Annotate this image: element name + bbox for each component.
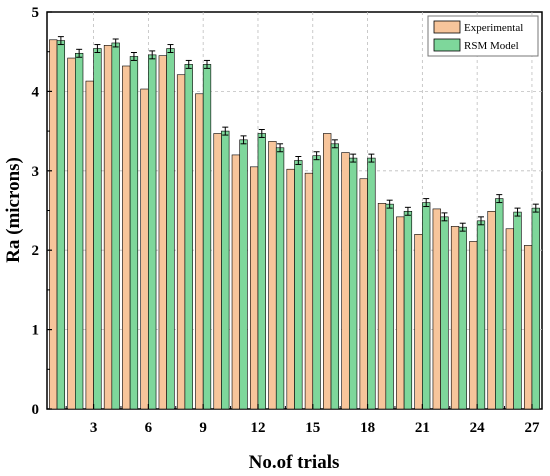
x-tick-label: 15 (305, 420, 320, 436)
bar-rsm-model (367, 157, 376, 410)
bar-rsm-model (221, 130, 230, 410)
bar-experimental (487, 210, 496, 410)
bar-rsm-model (275, 147, 285, 410)
bar-experimental (505, 228, 514, 410)
bar-experimental (523, 245, 533, 410)
y-tick-label: 2 (32, 243, 40, 259)
bar-experimental (158, 55, 167, 410)
bar-rsm-model (348, 157, 358, 410)
bar-rsm-model (93, 48, 102, 410)
bar-rsm-model (111, 42, 120, 410)
bar-experimental (377, 203, 387, 410)
bar-experimental (213, 133, 222, 410)
x-tick-label: 12 (250, 420, 265, 436)
bar-rsm-model (56, 40, 66, 410)
bar-rsm-model (385, 203, 394, 410)
bar-experimental (85, 80, 94, 410)
bar-rsm-model (239, 139, 248, 410)
legend-swatch-rsm-model (433, 38, 461, 52)
x-tick-label: 27 (524, 420, 540, 436)
bar-rsm-model (330, 143, 340, 410)
bar-rsm-model (75, 52, 84, 410)
y-tick-label: 5 (32, 5, 40, 21)
bar-rsm-model (166, 48, 175, 410)
bar-experimental (414, 234, 423, 410)
y-tick-label: 1 (32, 323, 40, 339)
y-tick-label: 4 (32, 84, 40, 100)
y-tick-label: 0 (32, 402, 40, 418)
bar-rsm-model (148, 54, 157, 410)
x-tick-label: 18 (360, 420, 375, 436)
legend: Experimental RSM Model (427, 15, 539, 57)
bar-experimental (249, 166, 259, 410)
bar-rsm-model (495, 198, 504, 410)
bar-experimental (286, 168, 295, 410)
bar-experimental (140, 88, 149, 410)
bar-experimental (195, 93, 204, 410)
bars (49, 36, 540, 410)
x-tick-label: 6 (145, 420, 153, 436)
bar-rsm-model (422, 202, 431, 410)
bar-experimental (341, 152, 350, 410)
bar-experimental (323, 133, 332, 410)
bar-experimental (176, 74, 186, 410)
bar-rsm-model (476, 220, 486, 410)
bar-experimental (469, 241, 478, 410)
bar-experimental (67, 57, 76, 410)
x-axis-label: No.of trials (249, 452, 340, 473)
bar-rsm-model (440, 216, 449, 410)
x-tick-label: 9 (199, 420, 207, 436)
bar-experimental (432, 208, 441, 410)
x-tick-label: 21 (415, 420, 430, 436)
bar-rsm-model (129, 56, 139, 410)
bar-experimental (359, 178, 368, 410)
bar-experimental (304, 172, 314, 410)
bar-rsm-model (184, 64, 193, 410)
bar-rsm-model (312, 155, 321, 410)
bar-experimental (122, 65, 131, 410)
bar-experimental (268, 141, 277, 410)
bar-rsm-model (531, 207, 540, 410)
bar-rsm-model (257, 133, 266, 410)
y-axis-label: Ra (microns) (3, 157, 24, 263)
bar-rsm-model (458, 226, 467, 410)
bar-experimental (49, 39, 58, 410)
legend-label-rsm-model: RSM Model (464, 40, 519, 52)
x-tick-label: 3 (90, 420, 98, 436)
bar-rsm-model (403, 210, 413, 410)
x-tick-label: 24 (470, 420, 486, 436)
bar-experimental (103, 45, 113, 410)
bar-rsm-model (294, 160, 303, 410)
legend-swatch-experimental (433, 20, 461, 34)
bar-experimental (396, 216, 405, 410)
bar-experimental (450, 226, 460, 410)
bar-rsm-model (202, 64, 212, 410)
y-tick-label: 3 (32, 164, 40, 180)
bar-experimental (231, 154, 241, 410)
legend-label-experimental: Experimental (464, 22, 523, 34)
bar-rsm-model (513, 211, 522, 410)
